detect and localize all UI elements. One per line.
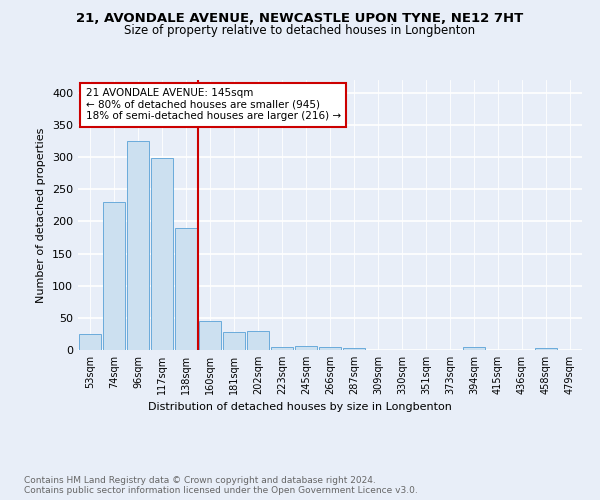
- Text: 21, AVONDALE AVENUE, NEWCASTLE UPON TYNE, NE12 7HT: 21, AVONDALE AVENUE, NEWCASTLE UPON TYNE…: [76, 12, 524, 26]
- Bar: [223, 332, 245, 350]
- Bar: [463, 347, 485, 350]
- Bar: [295, 346, 317, 350]
- Text: Contains HM Land Registry data © Crown copyright and database right 2024.
Contai: Contains HM Land Registry data © Crown c…: [24, 476, 418, 495]
- Bar: [175, 228, 197, 350]
- Bar: [79, 334, 101, 350]
- Text: Distribution of detached houses by size in Longbenton: Distribution of detached houses by size …: [148, 402, 452, 412]
- Text: 21 AVONDALE AVENUE: 145sqm
← 80% of detached houses are smaller (945)
18% of sem: 21 AVONDALE AVENUE: 145sqm ← 80% of deta…: [86, 88, 341, 122]
- Text: Size of property relative to detached houses in Longbenton: Size of property relative to detached ho…: [124, 24, 476, 37]
- Bar: [319, 347, 341, 350]
- Bar: [199, 321, 221, 350]
- Y-axis label: Number of detached properties: Number of detached properties: [37, 128, 46, 302]
- Bar: [343, 348, 365, 350]
- Bar: [127, 141, 149, 350]
- Bar: [103, 202, 125, 350]
- Bar: [247, 332, 269, 350]
- Bar: [151, 158, 173, 350]
- Bar: [271, 347, 293, 350]
- Bar: [535, 348, 557, 350]
